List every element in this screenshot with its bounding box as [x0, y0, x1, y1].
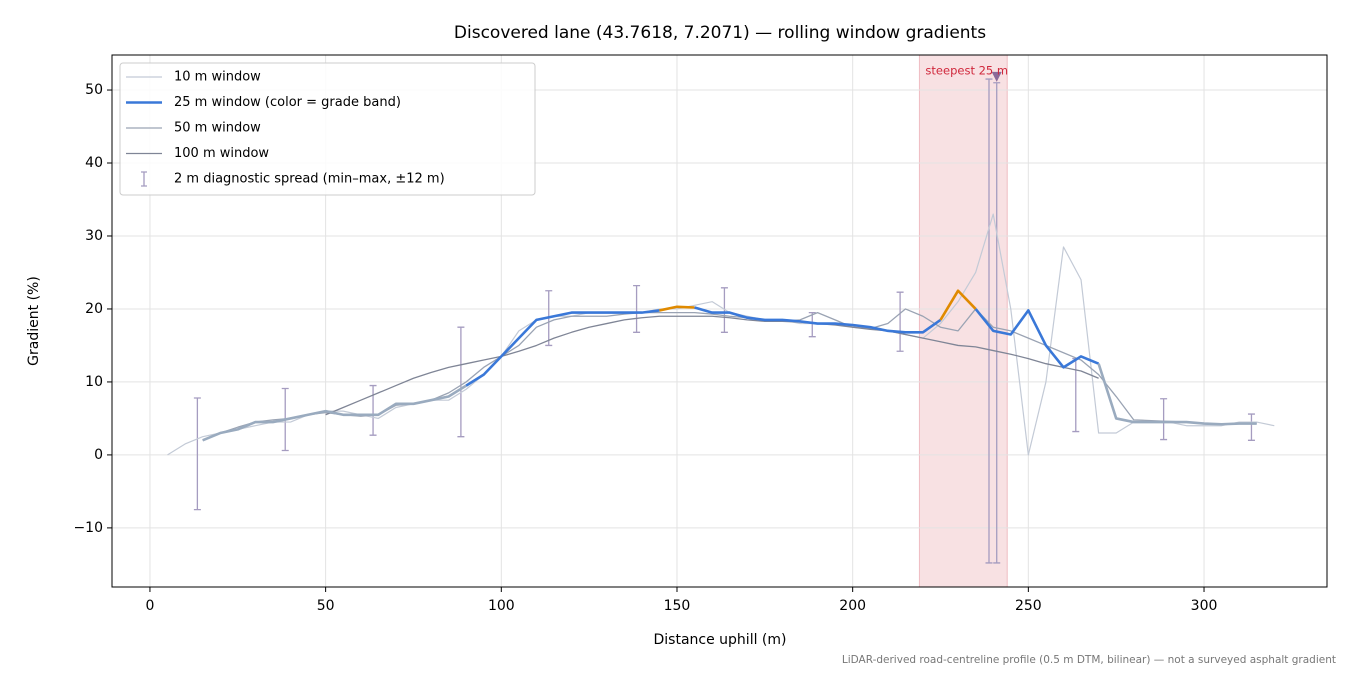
- error-bar: [457, 326, 465, 438]
- error-bar: [1247, 413, 1255, 441]
- error-bar: [633, 284, 641, 333]
- line-segment: [694, 306, 942, 334]
- error-bar: [808, 311, 816, 338]
- legend-label: 2 m diagnostic spread (min–max, ±12 m): [174, 172, 445, 187]
- line-segment: [202, 384, 467, 442]
- axes-frame: [111, 54, 1328, 588]
- legend-label: 25 m window (color = grade band): [174, 95, 401, 110]
- line-segment: [659, 305, 695, 312]
- y-tick-label: 30: [85, 228, 103, 244]
- error-bar: [193, 397, 201, 511]
- x-tick-label: 150: [664, 598, 691, 614]
- steepest-marker: [991, 71, 1002, 82]
- chart-title: Discovered lane (43.7618, 7.2071) — roll…: [454, 23, 986, 43]
- legend-label: 100 m window: [174, 146, 269, 161]
- line-segment: [1097, 363, 1257, 426]
- y-tick-label: 50: [85, 82, 103, 98]
- y-axis-label: Gradient (%): [26, 276, 42, 366]
- error-bar: [993, 82, 1001, 564]
- x-tick-label: 0: [145, 598, 154, 614]
- y-tick-label: −10: [73, 520, 103, 536]
- legend-swatch: [141, 171, 147, 187]
- line: [167, 213, 1275, 456]
- error-bar: [369, 384, 377, 436]
- x-tick-label: 250: [1015, 598, 1042, 614]
- highlight-span: [918, 54, 1008, 588]
- error-bar: [985, 78, 993, 564]
- y-tick-label: 10: [85, 374, 103, 390]
- x-tick-label: 50: [317, 598, 335, 614]
- line: [325, 315, 1099, 416]
- error-bar: [720, 287, 728, 333]
- y-tick-label: 0: [94, 447, 103, 463]
- legend-label: 10 m window: [174, 70, 261, 85]
- plot-area: steepest 25 m: [112, 54, 1327, 588]
- legend-box: [119, 62, 536, 196]
- x-tick-label: 200: [839, 598, 866, 614]
- y-tick-label: 20: [85, 301, 103, 317]
- y-tick-label: 40: [85, 155, 103, 171]
- highlight-label: steepest 25 m: [925, 64, 1008, 78]
- x-tick-label: 300: [1191, 598, 1218, 614]
- error-bar: [896, 291, 904, 352]
- legend-label: 50 m window: [174, 121, 261, 136]
- error-bar: [1160, 398, 1168, 441]
- legend: 10 m window 25 m window (color = grade ba…: [119, 62, 536, 196]
- line-segment: [465, 309, 660, 387]
- x-tick-label: 100: [488, 598, 515, 614]
- line-segment: [939, 289, 977, 321]
- line-segment: [974, 308, 1100, 369]
- footnote: LiDAR-derived road-centreline profile (0…: [842, 654, 1336, 666]
- x-axis-label: Distance uphill (m): [654, 632, 787, 648]
